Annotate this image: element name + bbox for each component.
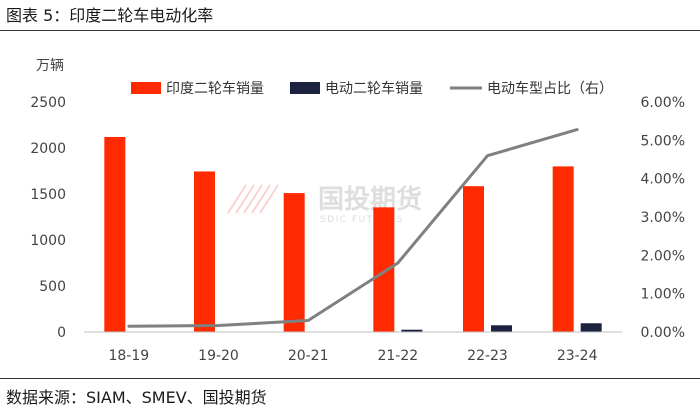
y-tick-label-left: 1000 <box>30 233 66 249</box>
legend: 印度二轮车销量 电动二轮车销量 电动车型占比（右） <box>131 80 613 97</box>
x-tick-label: 20-21 <box>288 348 329 364</box>
bar-ice-sales <box>552 166 574 332</box>
y-tick-label-left: 500 <box>39 279 66 295</box>
y-tick-label-left: 2500 <box>30 95 66 111</box>
legend-label-ev: 电动二轮车销量 <box>325 80 423 97</box>
y-axis-unit-label: 万辆 <box>36 58 64 74</box>
y-tick-label-right: 2.00% <box>641 248 685 264</box>
watermark-subtext: SDIC FUTURES <box>320 215 404 225</box>
y-tick-label-right: 6.00% <box>641 95 685 111</box>
chart: 国投期货 SDIC FUTURES 万辆 印度二轮车销量 电动二轮车销量 电动车型占… <box>30 58 685 364</box>
y-tick-label-right: 1.00% <box>641 287 685 303</box>
bar-ice-sales <box>373 207 395 332</box>
x-tick-label: 19-20 <box>198 348 239 364</box>
source-note: 数据来源：SIAM、SMEV、国投期货 <box>6 388 267 407</box>
y-tick-label-right: 3.00% <box>641 210 685 226</box>
y-tick-label-left: 2000 <box>30 141 66 157</box>
bar-ice-sales <box>283 193 305 332</box>
y-tick-label-right: 5.00% <box>641 133 685 149</box>
legend-label-ice: 印度二轮车销量 <box>166 80 264 97</box>
watermark-text: 国投期货 <box>318 184 422 215</box>
x-tick-label: 23-24 <box>557 348 598 364</box>
x-axis-labels: 18-19 19-20 20-21 21-22 22-23 23-24 <box>108 348 597 364</box>
y-axis-left: 0 500 1000 1500 2000 2500 <box>30 95 66 341</box>
top-rule <box>0 30 700 31</box>
bar-ice-sales <box>463 186 484 332</box>
y-tick-label-left: 0 <box>57 325 66 341</box>
legend-swatch-ev <box>290 82 320 94</box>
x-tick-label: 18-19 <box>108 348 149 364</box>
bar-ev-sales <box>580 323 602 332</box>
watermark-logo: 国投期货 SDIC FUTURES <box>227 184 422 225</box>
figure-title: 图表 5：印度二轮车电动化率 <box>6 6 214 25</box>
bar-ice-sales <box>194 171 215 332</box>
bar-ice-sales <box>104 136 126 332</box>
legend-label-ratio: 电动车型占比（右） <box>487 80 613 97</box>
x-tick-label: 21-22 <box>377 348 418 364</box>
legend-swatch-ice <box>131 82 161 94</box>
y-axis-right: 0.00% 1.00% 2.00% 3.00% 4.00% 5.00% 6.00% <box>641 95 685 341</box>
ratio-line <box>127 128 579 328</box>
bar-ev-sales <box>401 329 423 332</box>
y-tick-label-right: 4.00% <box>641 172 685 188</box>
y-tick-label-left: 1500 <box>30 187 66 203</box>
bar-ev-sales <box>491 325 512 332</box>
bars <box>104 136 602 332</box>
bottom-rule <box>0 378 700 379</box>
y-tick-label-right: 0.00% <box>641 325 685 341</box>
ratio-line-series <box>127 128 579 328</box>
x-tick-label: 22-23 <box>467 348 508 364</box>
